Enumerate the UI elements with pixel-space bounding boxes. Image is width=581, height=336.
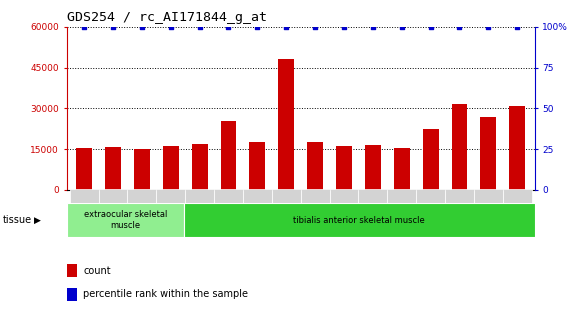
Bar <box>358 189 388 203</box>
Point <box>253 24 262 30</box>
Bar <box>214 189 243 203</box>
Text: tissue: tissue <box>3 215 32 225</box>
Text: ▶: ▶ <box>34 216 41 224</box>
Point <box>137 24 146 30</box>
Point <box>397 24 406 30</box>
Bar <box>156 189 185 203</box>
Bar <box>76 148 92 190</box>
Bar <box>192 144 207 190</box>
Bar <box>416 189 445 203</box>
Point <box>109 24 118 30</box>
Bar <box>67 264 77 277</box>
Point <box>80 24 89 30</box>
Bar <box>105 147 121 190</box>
Text: percentile rank within the sample: percentile rank within the sample <box>83 289 248 299</box>
Point <box>483 24 493 30</box>
Bar <box>243 189 272 203</box>
Text: count: count <box>83 266 111 276</box>
Point <box>166 24 175 30</box>
Bar <box>221 121 236 190</box>
Bar <box>70 189 99 203</box>
Point <box>310 24 320 30</box>
Bar <box>329 189 358 203</box>
Bar <box>336 146 352 190</box>
Bar <box>163 146 179 190</box>
Bar <box>445 189 474 203</box>
Bar <box>510 106 525 190</box>
Bar <box>451 104 467 190</box>
Bar <box>184 203 535 237</box>
Bar <box>394 148 410 190</box>
Bar <box>503 189 532 203</box>
Text: extraocular skeletal
muscle: extraocular skeletal muscle <box>84 210 167 230</box>
Bar <box>99 189 127 203</box>
Bar <box>480 117 496 190</box>
Point <box>426 24 435 30</box>
Bar <box>272 189 301 203</box>
Bar <box>127 189 156 203</box>
Point <box>455 24 464 30</box>
Bar <box>474 189 503 203</box>
Bar <box>422 129 439 190</box>
Point <box>339 24 349 30</box>
Point <box>195 24 205 30</box>
Bar <box>67 288 77 301</box>
Point <box>282 24 291 30</box>
Bar <box>307 142 323 190</box>
Text: GDS254 / rc_AI171844_g_at: GDS254 / rc_AI171844_g_at <box>67 11 267 24</box>
Point <box>368 24 378 30</box>
Point <box>224 24 233 30</box>
Bar <box>388 189 416 203</box>
Bar <box>249 142 266 190</box>
Bar <box>301 189 329 203</box>
Point <box>512 24 522 30</box>
Bar <box>365 145 381 190</box>
Bar <box>278 59 294 190</box>
Bar <box>134 149 150 190</box>
Text: tibialis anterior skeletal muscle: tibialis anterior skeletal muscle <box>293 216 425 224</box>
Bar <box>67 203 184 237</box>
Bar <box>185 189 214 203</box>
